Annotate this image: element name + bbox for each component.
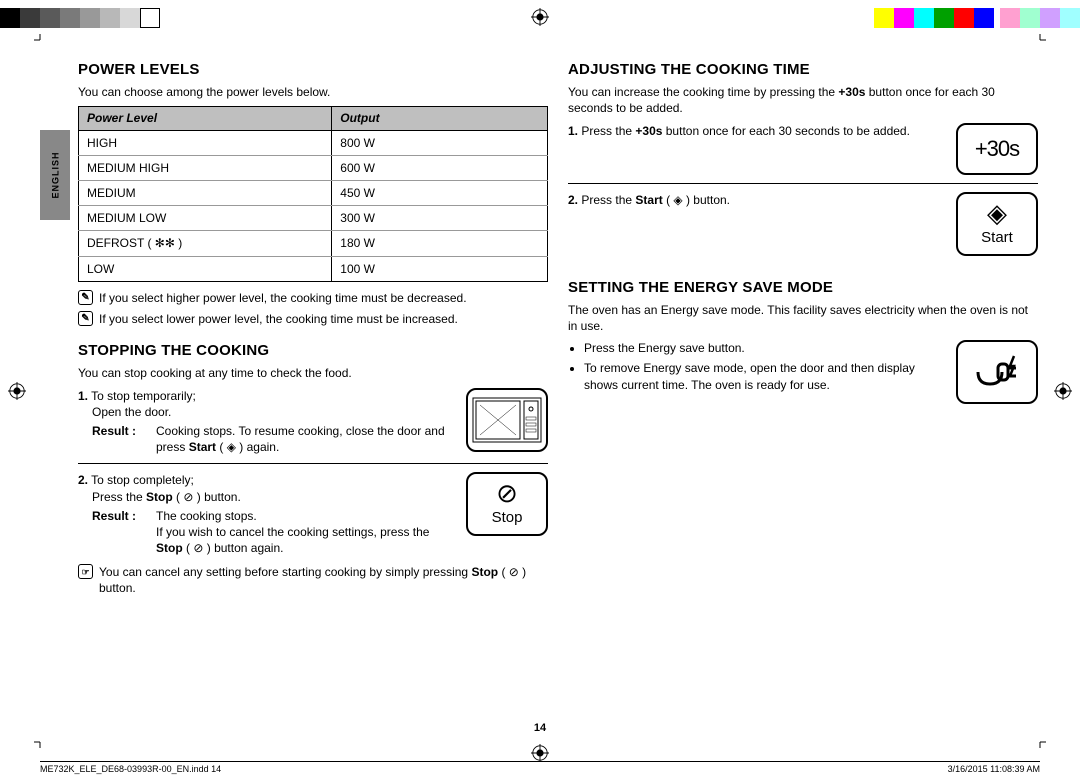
stop-icon: ⊘ [496, 480, 518, 506]
registration-mark-left [8, 382, 26, 400]
registration-mark-top [531, 8, 549, 26]
note-icon [78, 311, 93, 326]
heading-adjusting: ADJUSTING THE COOKING TIME [568, 60, 1038, 80]
table-row: MEDIUM HIGH600 W [79, 155, 548, 180]
heading-stopping: STOPPING THE COOKING [78, 341, 548, 361]
microwave-illustration [466, 388, 548, 452]
crop-mark [1034, 736, 1046, 748]
crop-mark [34, 736, 46, 748]
energy-save-button-illustration [956, 340, 1038, 404]
left-column: POWER LEVELS You can choose among the po… [78, 60, 548, 712]
tip-cancel: You can cancel any setting before starti… [99, 564, 548, 596]
note-higher-power: If you select higher power level, the co… [99, 290, 467, 306]
stop-label: Stop [492, 508, 523, 528]
adjust-step2: Press the Start ( ◈ ) button. [581, 193, 730, 207]
step2-result: The cooking stops.If you wish to cancel … [156, 508, 456, 557]
language-label: ENGLISH [50, 151, 60, 198]
power-level-table: Power Level Output HIGH800 WMEDIUM HIGH6… [78, 106, 548, 281]
adjust-step1: Press the +30s button once for each 30 s… [581, 124, 910, 138]
note-icon [78, 290, 93, 305]
result-label: Result : [92, 423, 148, 455]
table-row: MEDIUM450 W [79, 181, 548, 206]
crop-mark [1034, 34, 1046, 46]
stop-button-illustration: ⊘ Stop [466, 472, 548, 536]
step2-line2: Press the Stop ( ⊘ ) button. [92, 490, 241, 504]
step1-line1: To stop temporarily; [91, 389, 196, 403]
right-column: ADJUSTING THE COOKING TIME You can incre… [568, 60, 1038, 712]
table-row: MEDIUM LOW300 W [79, 206, 548, 231]
footer-timestamp: 3/16/2015 11:08:39 AM [948, 764, 1040, 774]
heading-energy-save: SETTING THE ENERGY SAVE MODE [568, 278, 1038, 298]
print-footer: ME732K_ELE_DE68-03993R-00_EN.indd 14 3/1… [40, 761, 1040, 774]
crop-mark [34, 34, 46, 46]
stopping-intro: You can stop cooking at any time to chec… [78, 365, 548, 381]
step1-line2: Open the door. [92, 405, 171, 419]
energy-intro: The oven has an Energy save mode. This f… [568, 302, 1038, 334]
adjusting-intro: You can increase the cooking time by pre… [568, 84, 1038, 116]
step2-line1: To stop completely; [91, 473, 194, 487]
footer-filename: ME732K_ELE_DE68-03993R-00_EN.indd 14 [40, 764, 221, 774]
separator [78, 463, 548, 464]
power-intro: You can choose among the power levels be… [78, 84, 548, 100]
table-row: HIGH800 W [79, 130, 548, 155]
plus30s-label: +30s [975, 138, 1019, 160]
th-level: Power Level [79, 107, 332, 130]
start-button-illustration: ◈ Start [956, 192, 1038, 256]
page-number: 14 [40, 722, 1040, 734]
table-row: DEFROST ( ✻✻ )180 W [79, 231, 548, 256]
registration-mark-bottom [531, 744, 549, 762]
plus30s-button-illustration: +30s [956, 123, 1038, 175]
energy-bullet1: Press the Energy save button. [584, 340, 946, 356]
tip-icon [78, 564, 93, 579]
result-label: Result : [92, 508, 148, 557]
registration-mark-right [1054, 382, 1072, 400]
start-icon: ◈ [987, 200, 1007, 226]
table-row: LOW100 W [79, 256, 548, 281]
step1-result: Cooking stops. To resume cooking, close … [156, 423, 456, 455]
separator [568, 183, 1038, 184]
language-tab: ENGLISH [40, 130, 70, 220]
plug-icon [974, 354, 1020, 390]
page-frame: ENGLISH POWER LEVELS You can choose amon… [40, 40, 1040, 742]
heading-power-levels: POWER LEVELS [78, 60, 548, 80]
note-lower-power: If you select lower power level, the coo… [99, 311, 458, 327]
th-output: Output [332, 107, 548, 130]
energy-bullet2: To remove Energy save mode, open the doo… [584, 360, 946, 392]
start-label: Start [981, 228, 1013, 248]
